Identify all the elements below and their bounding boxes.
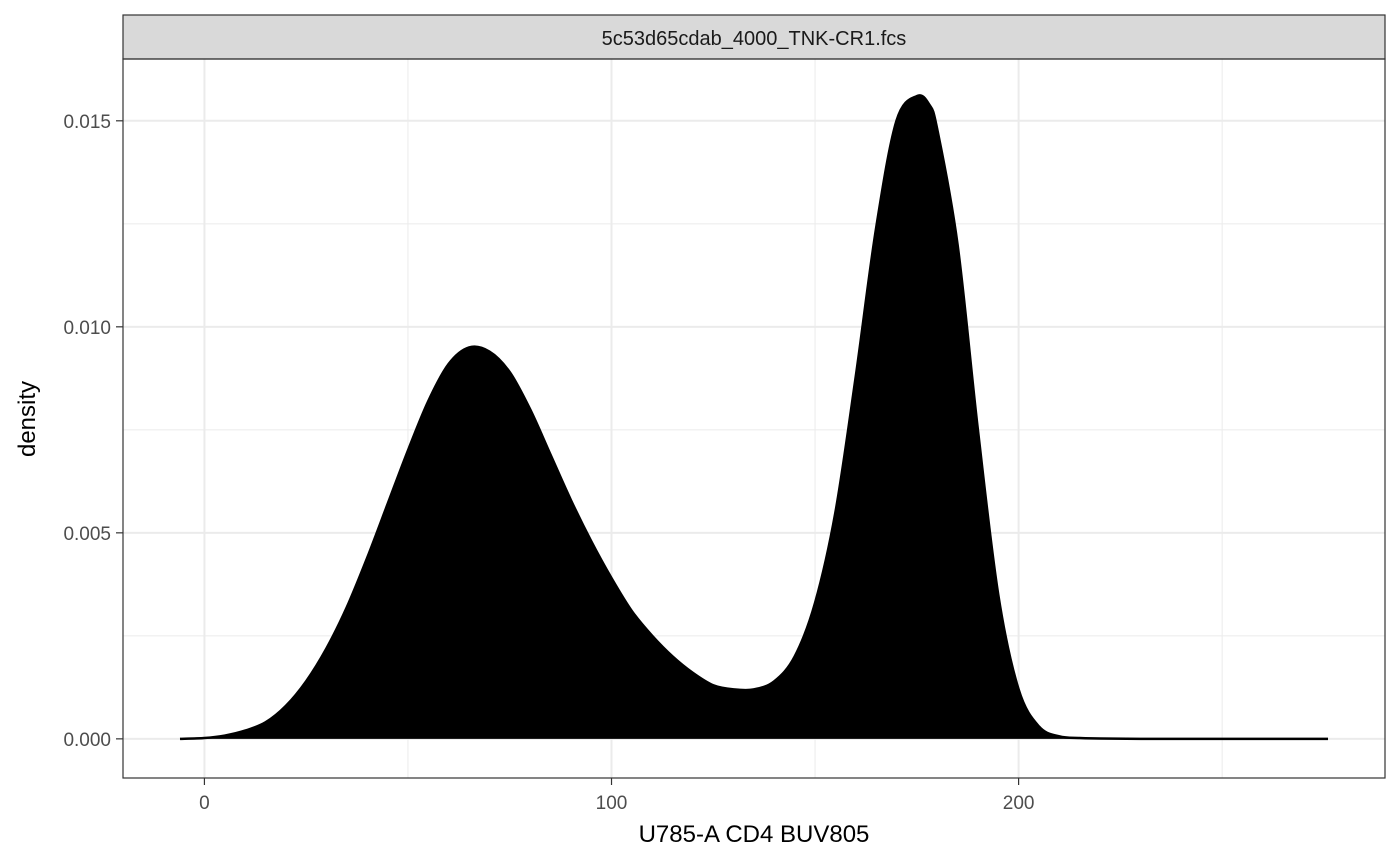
density-line [179,94,1329,741]
facet-strip-label: 5c53d65cdab_4000_TNK-CR1.fcs [602,28,907,50]
y-tick-label: 0.005 [63,524,111,545]
facet-strip: 5c53d65cdab_4000_TNK-CR1.fcs [122,14,1386,60]
facet-strip-background [122,14,1386,60]
y-axis: 0.000 0.005 0.010 0.015 [63,112,123,751]
y-tick-label: 0.015 [63,112,111,133]
x-axis-title: U785-A CD4 BUV805 [639,821,870,848]
x-tick-label: 100 [596,793,628,814]
density-area [179,95,1329,739]
y-tick-label: 0.000 [63,730,111,751]
y-axis-title: density [14,381,41,457]
y-tick-label: 0.010 [63,318,111,339]
x-axis: 0 100 200 [199,778,1034,814]
x-tick-label: 0 [199,793,210,814]
panel-border [122,58,1386,779]
series-layer [179,94,1329,741]
x-tick-label: 200 [1003,793,1035,814]
